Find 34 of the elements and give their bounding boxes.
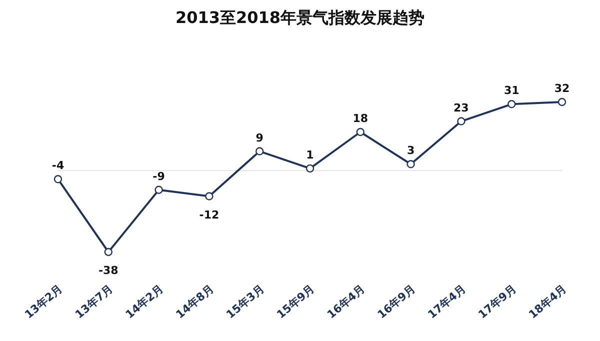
point	[356, 128, 364, 136]
data-label: -9	[152, 170, 165, 183]
point	[508, 100, 516, 108]
x-tick-label: 13年2月	[22, 282, 66, 322]
x-tick-label: 16年9月	[375, 282, 418, 322]
point	[306, 164, 314, 173]
data-label: 1	[306, 148, 314, 162]
data-label: 32	[554, 82, 570, 95]
x-tick-label: 15年3月	[224, 282, 267, 322]
point	[104, 248, 112, 256]
point	[256, 147, 264, 156]
x-tick-label: 15年9月	[274, 282, 318, 322]
x-tick-label: 17年4月	[425, 282, 468, 322]
x-tick-label: 14年8月	[173, 282, 216, 322]
x-tick-label: 14年2月	[123, 282, 166, 322]
point	[205, 192, 214, 200]
x-tick-label: 13年7月	[72, 282, 116, 322]
point	[457, 117, 466, 126]
data-label: -4	[52, 159, 64, 172]
point	[558, 98, 566, 106]
data-label: -38	[98, 264, 118, 277]
point	[406, 160, 415, 168]
chart-title: 2013至2018年景气指数发展趋势	[174, 8, 426, 29]
point	[54, 175, 62, 184]
data-label: 3	[406, 144, 415, 158]
x-tick-label: 16年4月	[324, 282, 368, 322]
point	[154, 186, 163, 194]
data-label: -12	[199, 208, 220, 222]
data-label: 31	[504, 84, 520, 98]
x-tick-label: 17年9月	[476, 282, 519, 322]
data-label: 18	[352, 112, 368, 125]
data-label: 9	[256, 131, 264, 144]
x-tick-label: 18年4月	[526, 282, 570, 322]
data-label: 23	[454, 101, 469, 114]
